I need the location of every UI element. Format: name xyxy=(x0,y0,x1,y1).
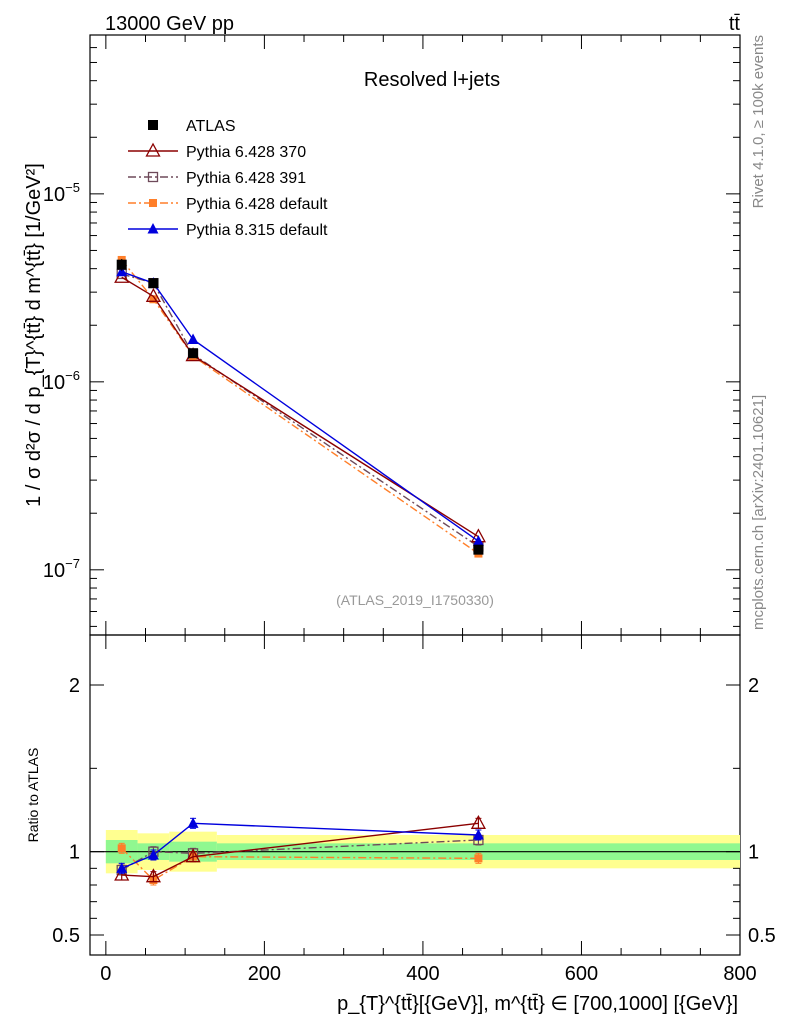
pythia-6-428-default-point xyxy=(149,295,158,304)
legend-label-pythia-6-428-370: Pythia 6.428 370 xyxy=(186,144,306,161)
x-axis-label: p_{T}^{tt̄}[{GeV}], m^{tt̄} ∈ [700,1000]… xyxy=(337,993,738,1015)
ratio-panel: 0.5 0.5 1 1 2 2 0 200 400 600 800 Ratio to ATLAS p_{… xyxy=(25,635,776,1015)
legend-marker-pythia-6-428-370 xyxy=(145,142,161,157)
legend-marker-atlas xyxy=(148,120,158,130)
pythia-6-428-370-point xyxy=(145,287,162,302)
pythia-6-428-370-ratio-point xyxy=(145,868,162,883)
rivet-label: Rivet 4.1.0, ≥ 100k events xyxy=(750,35,767,208)
main-panel: 10−7 10−6 10−5 Resolved l+jets (ATLAS_2019_I… xyxy=(23,35,741,635)
pythia-6-428-default-ratio-point xyxy=(474,854,483,863)
x-tick-label: 800 xyxy=(723,963,756,985)
pythia-8-315-default-point xyxy=(187,333,199,344)
legend-label-pythia-6-428-default: Pythia 6.428 default xyxy=(186,196,328,213)
legend-marker-pythia-6-428-391 xyxy=(147,171,159,183)
pythia-8-315-default-point xyxy=(472,535,484,546)
legend-label-pythia-8-315-default: Pythia 8.315 default xyxy=(186,222,328,239)
panel-title: Resolved l+jets xyxy=(364,69,500,91)
pythia-8-315-default-ratio-line xyxy=(121,822,479,869)
x-tick-label: 0 xyxy=(100,963,111,985)
ratio-y-tick-label-left: 2 xyxy=(69,675,80,697)
legend-label-atlas: ATLAS xyxy=(186,118,236,135)
y-axis-label: 1 / σ d²σ / d p_{T}^{tt̄} d m^{tt̄} [1/G… xyxy=(23,163,45,507)
pythia-8-315-default-ratio-point xyxy=(116,862,128,873)
pythia-6-428-391-line xyxy=(121,273,479,548)
pythia-8-315-default-ratio-point xyxy=(187,817,199,828)
legend-label-pythia-6-428-391: Pythia 6.428 391 xyxy=(186,170,306,187)
source-label: mcplots.cern.ch [arXiv:2401.10621] xyxy=(750,395,767,630)
atlas-point xyxy=(116,259,127,270)
y-tick-label: 10−7 xyxy=(43,556,80,582)
x-tick-label: 600 xyxy=(565,963,598,985)
y-tick-label: 10−5 xyxy=(43,180,80,206)
pythia-6-428-default-ratio-line xyxy=(121,847,479,881)
pythia-6-428-370-ratio-point xyxy=(185,848,201,863)
pythia-6-428-391-ratio-line xyxy=(121,839,479,871)
pythia-8-315-default-point xyxy=(116,265,128,277)
ratio-y-tick-label-right: 1 xyxy=(748,842,759,864)
pythia-6-428-370-ratio-point xyxy=(470,814,487,829)
atlas-point xyxy=(188,348,199,359)
ratio-y-tick-label-right: 2 xyxy=(748,675,759,697)
atlas-point xyxy=(148,278,159,289)
x-tick-label: 200 xyxy=(248,963,281,985)
pythia-6-428-370-ratio-point xyxy=(114,866,130,881)
x-tick-label: 400 xyxy=(406,963,439,985)
ratio-y-tick-label-left: 1 xyxy=(69,842,80,864)
legend-marker-pythia-6-428-default xyxy=(149,199,157,207)
ratio-y-tick-label-left: 0.5 xyxy=(52,925,80,947)
pythia-6-428-default-ratio-point xyxy=(117,844,126,853)
atlas-point xyxy=(473,544,484,555)
ratio-y-tick-label-right: 0.5 xyxy=(748,925,776,947)
energy-label: 13000 GeV pp xyxy=(105,13,234,35)
y-tick-label: 10−6 xyxy=(43,368,80,394)
process-label: tt̄ xyxy=(729,13,741,35)
legend-marker-pythia-8-315-default xyxy=(147,223,159,234)
ratio-frame xyxy=(89,634,741,956)
pythia-8-315-default-ratio-point xyxy=(472,829,484,840)
legend: ATLAS Pythia 6.428 370 Pythia 6.428 391 Pyt… xyxy=(128,118,328,239)
pythia-6-428-default-line xyxy=(121,259,479,555)
pythia-8-315-default-line xyxy=(121,271,479,542)
ratio-y-axis-label: Ratio to ATLAS xyxy=(25,748,41,843)
analysis-watermark: (ATLAS_2019_I1750330) xyxy=(336,592,494,608)
pythia-8-315-default-ratio-point xyxy=(147,849,159,860)
pythia-6-428-370-line xyxy=(121,276,479,538)
pythia-6-428-370-ratio-line xyxy=(121,822,479,878)
